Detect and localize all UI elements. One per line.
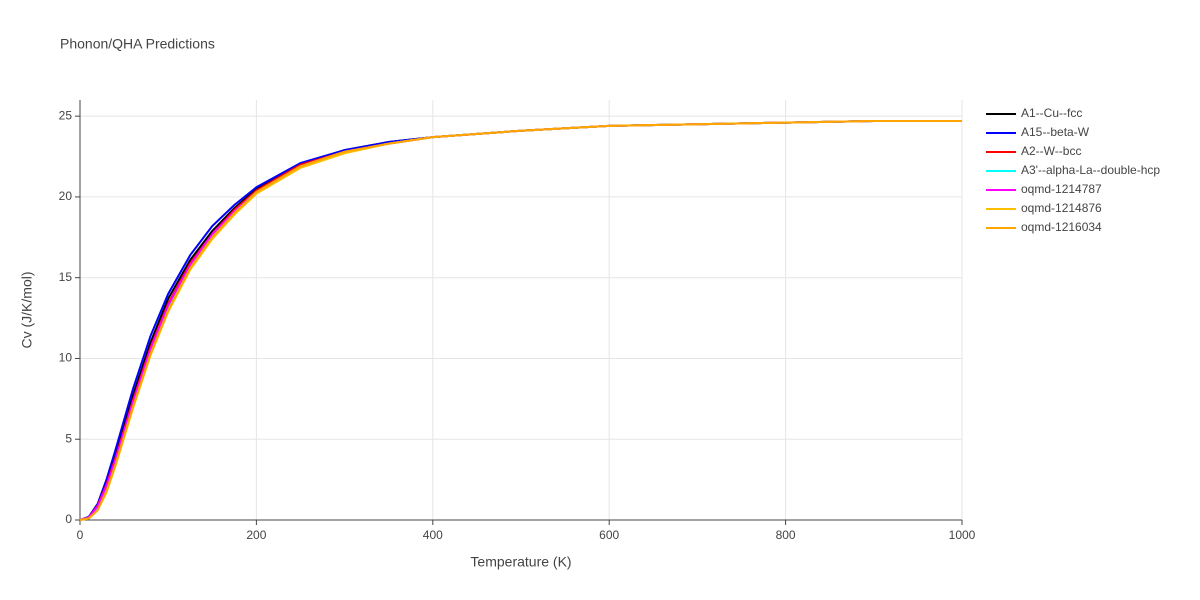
series-line (79, 120, 962, 521)
y-tick-label: 0 (65, 512, 72, 526)
chart-title: Phonon/QHA Predictions (60, 36, 215, 52)
legend-label: A1--Cu--fcc (1021, 106, 1082, 120)
legend-label: A15--beta-W (1021, 125, 1090, 139)
legend-label: A3'--alpha-La--double-hcp (1021, 163, 1160, 177)
series-line (79, 120, 962, 521)
legend-label: oqmd-1214787 (1021, 182, 1102, 196)
series-line (79, 120, 962, 521)
x-tick-label: 800 (776, 528, 796, 542)
x-tick-label: 1000 (949, 528, 976, 542)
y-tick-label: 15 (59, 270, 73, 284)
x-tick-label: 0 (77, 528, 84, 542)
x-tick-label: 200 (246, 528, 266, 542)
y-tick-label: 20 (59, 189, 73, 203)
legend-label: oqmd-1216034 (1021, 220, 1102, 234)
y-tick-label: 10 (59, 351, 73, 365)
y-tick-label: 5 (65, 431, 72, 445)
x-tick-label: 400 (423, 528, 443, 542)
y-tick-label: 25 (59, 108, 73, 122)
legend-label: A2--W--bcc (1021, 144, 1081, 158)
series-line (79, 120, 962, 521)
y-axis-title: Cv (J/K/mol) (19, 272, 35, 349)
series-line (79, 120, 962, 521)
x-tick-label: 600 (599, 528, 619, 542)
series-line (79, 120, 962, 521)
series-line (79, 120, 962, 521)
legend-label: oqmd-1214876 (1021, 201, 1102, 215)
x-axis-title: Temperature (K) (470, 554, 571, 570)
